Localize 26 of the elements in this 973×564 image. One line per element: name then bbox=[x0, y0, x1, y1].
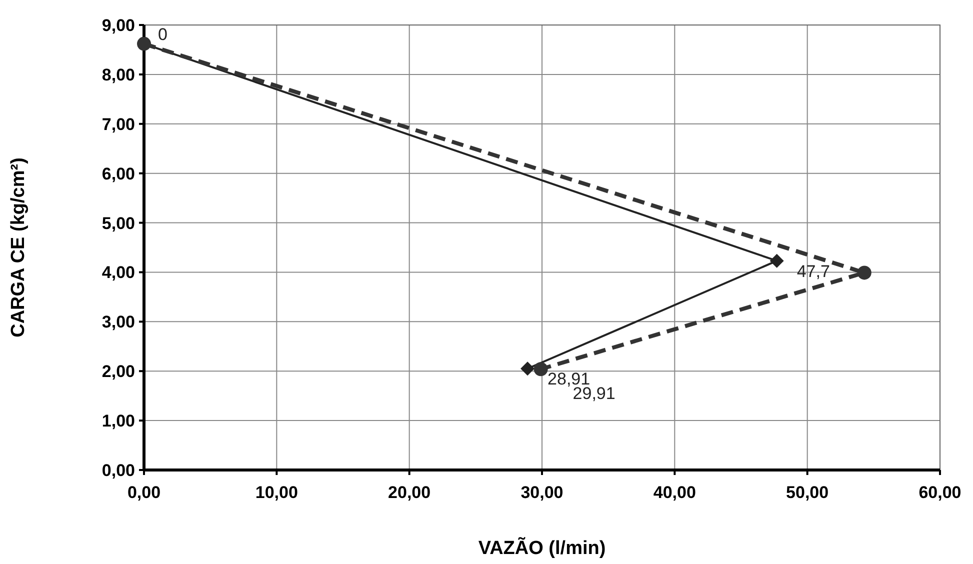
point bbox=[770, 254, 784, 268]
y-axis-title: CARGA CE (kg/cm²) bbox=[8, 158, 29, 338]
annotation: 47,7 bbox=[796, 262, 830, 281]
y-tick-label: 2,00 bbox=[102, 362, 135, 382]
x-tick-label: 10,00 bbox=[255, 483, 298, 502]
y-tick-label: 1,00 bbox=[102, 412, 135, 431]
x-tick-label: 20,00 bbox=[388, 483, 431, 502]
x-tick-label: 60,00 bbox=[918, 483, 962, 502]
x-tick-label: 50,00 bbox=[786, 483, 829, 502]
x-tick-label: 40,00 bbox=[653, 483, 696, 502]
x-tick-label: 0,00 bbox=[127, 483, 161, 502]
y-tick-label: 3,00 bbox=[102, 312, 135, 332]
x-axis-title: VAZÃO (l/min) bbox=[478, 537, 606, 559]
y-tick-label: 0,00 bbox=[102, 461, 135, 480]
y-tick-label: 8,00 bbox=[102, 65, 135, 84]
y-tick-label: 5,00 bbox=[102, 214, 135, 233]
y-tick-label: 7,00 bbox=[102, 114, 135, 134]
point bbox=[520, 362, 535, 376]
annotation: 29,91 bbox=[572, 384, 616, 404]
y-tick-label: 4,00 bbox=[102, 263, 135, 282]
y-tick-label: 9,00 bbox=[102, 16, 135, 35]
point bbox=[534, 362, 548, 376]
x-tick-label: 30,00 bbox=[520, 483, 564, 502]
annotation: 0 bbox=[158, 24, 168, 44]
y-tick-label: 6,00 bbox=[102, 164, 135, 184]
point bbox=[857, 266, 872, 280]
